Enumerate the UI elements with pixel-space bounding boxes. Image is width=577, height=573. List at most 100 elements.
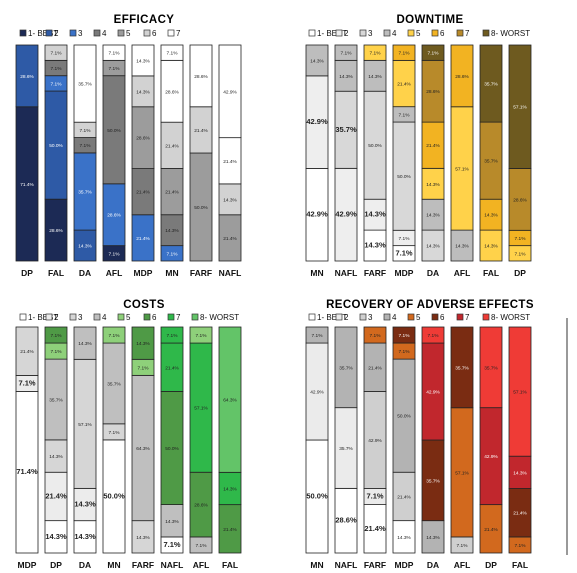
recovery-legend-label-2: 2 bbox=[344, 313, 349, 322]
costs-legend-label-3: 3 bbox=[78, 313, 83, 322]
recovery-category-label-farf: FARF bbox=[364, 560, 386, 570]
recovery-legend-swatch-6 bbox=[431, 313, 439, 321]
recovery-category-label-da: DA bbox=[427, 560, 439, 570]
downtime-data-label-dp-3: 28.6% bbox=[513, 197, 527, 203]
recovery-legend-label-6: 6 bbox=[440, 313, 445, 322]
costs-category-label-afl: AFL bbox=[193, 560, 210, 570]
efficacy-legend-label-3: 3 bbox=[78, 29, 83, 38]
costs-data-label-afl-2: 28.6% bbox=[194, 503, 208, 509]
efficacy-data-label-fal-2: 50.0% bbox=[49, 143, 63, 149]
efficacy-data-label-fal-3: 7.1% bbox=[51, 81, 63, 87]
costs-data-label-dp-5: 7.1% bbox=[51, 349, 63, 355]
efficacy-bar-mn-segment-6 bbox=[160, 44, 184, 61]
costs-data-label-nafl-3: 50.0% bbox=[165, 446, 179, 452]
recovery-category-label-fal: FAL bbox=[512, 560, 528, 570]
downtime-data-label-mdp-1: 7.1% bbox=[395, 248, 412, 257]
costs-data-label-fal-1: 21.4% bbox=[223, 527, 237, 533]
recovery-data-label-mn-1: 50.0% bbox=[306, 492, 328, 501]
costs-bar-dp-segment-6 bbox=[44, 326, 68, 344]
efficacy-data-label-afl-2: 28.6% bbox=[107, 213, 121, 219]
efficacy-bar-afl-segment-5 bbox=[102, 44, 126, 61]
recovery-data-label-nafl-2: 35.7% bbox=[339, 446, 353, 452]
recovery-data-label-dp-3: 35.7% bbox=[484, 365, 498, 371]
costs-legend-label-4: 4 bbox=[102, 313, 107, 322]
efficacy-data-label-nafl-4: 42.9% bbox=[223, 89, 237, 95]
efficacy-data-label-fal-1: 28.6% bbox=[49, 228, 63, 234]
costs-category-label-nafl: NAFL bbox=[161, 560, 184, 570]
efficacy-legend-swatch-7 bbox=[167, 29, 175, 37]
recovery-data-label-mdp-1: 14.3% bbox=[397, 535, 411, 541]
recovery-legend-label-8: 8- WORST bbox=[491, 313, 530, 322]
downtime-legend-label-4: 4 bbox=[392, 29, 397, 38]
efficacy-title: EFFICACY bbox=[114, 14, 175, 26]
downtime-data-label-farf-1: 14.3% bbox=[364, 241, 386, 250]
downtime-legend-swatch-5 bbox=[407, 29, 415, 37]
efficacy-data-label-mn-6: 7.1% bbox=[167, 51, 179, 57]
efficacy-legend-label-2: 2 bbox=[54, 29, 59, 38]
recovery-legend-swatch-2 bbox=[335, 313, 343, 321]
costs-legend-label-2: 2 bbox=[54, 313, 59, 322]
recovery-legend-label-3: 3 bbox=[368, 313, 373, 322]
downtime-data-label-afl-3: 28.6% bbox=[455, 74, 469, 80]
efficacy-data-label-afl-4: 7.1% bbox=[109, 66, 121, 72]
efficacy-data-label-afl-5: 7.1% bbox=[109, 51, 121, 57]
costs-data-label-nafl-2: 14.3% bbox=[165, 519, 179, 525]
downtime-data-label-nafl-1: 42.9% bbox=[335, 210, 357, 219]
costs-category-label-mn: MN bbox=[107, 560, 120, 570]
efficacy-category-label-mn: MN bbox=[165, 268, 178, 278]
recovery-legend-swatch-7 bbox=[456, 313, 464, 321]
recovery-data-label-farf-5: 7.1% bbox=[370, 333, 382, 339]
efficacy-data-label-fal-4: 7.1% bbox=[51, 66, 63, 72]
costs-data-label-mdp-2: 7.1% bbox=[18, 378, 35, 387]
costs-data-label-nafl-5: 7.1% bbox=[167, 333, 179, 339]
efficacy-category-label-dp: DP bbox=[21, 268, 33, 278]
recovery-legend-label-7: 7 bbox=[465, 313, 470, 322]
efficacy-data-label-dp-1: 71.4% bbox=[20, 182, 34, 188]
efficacy-data-label-dp-2: 28.6% bbox=[20, 74, 34, 80]
recovery-data-label-fal-3: 14.3% bbox=[513, 470, 527, 476]
costs-data-label-dp-1: 14.3% bbox=[45, 532, 67, 541]
downtime-legend-label-2: 2 bbox=[344, 29, 349, 38]
downtime-bar-mdp-segment-6 bbox=[392, 44, 416, 61]
recovery-data-label-mn-3: 7.1% bbox=[312, 333, 324, 339]
recovery-data-label-dp-1: 21.4% bbox=[484, 527, 498, 533]
downtime-data-label-mdp-3: 50.0% bbox=[397, 174, 411, 180]
downtime-category-label-fal: FAL bbox=[483, 268, 499, 278]
recovery-legend-label-1: 1- BEST bbox=[317, 313, 347, 322]
downtime-data-label-mdp-4: 7.1% bbox=[399, 112, 411, 118]
recovery-category-label-mdp: MDP bbox=[395, 560, 414, 570]
downtime-data-label-da-6: 7.1% bbox=[428, 51, 440, 57]
downtime-data-label-nafl-2: 35.7% bbox=[335, 125, 357, 134]
downtime-legend-label-1: 1- BEST bbox=[317, 29, 347, 38]
costs-legend-label-5: 5 bbox=[126, 313, 131, 322]
efficacy-data-label-farf-1: 50.0% bbox=[194, 205, 208, 211]
recovery-bar-nafl-segment-3 bbox=[334, 326, 358, 409]
downtime-category-label-mdp: MDP bbox=[395, 268, 414, 278]
downtime-data-label-farf-2: 14.3% bbox=[364, 210, 386, 219]
efficacy-data-label-farf-3: 28.6% bbox=[194, 74, 208, 80]
costs-bar-mn-segment-4 bbox=[102, 326, 126, 344]
recovery-data-label-fal-4: 57.1% bbox=[513, 390, 527, 396]
downtime-data-label-mn-3: 14.3% bbox=[310, 58, 324, 64]
downtime-legend-swatch-1 bbox=[308, 29, 316, 37]
recovery-bar-mn-segment-3 bbox=[305, 326, 329, 344]
efficacy-data-label-farf-2: 21.4% bbox=[194, 128, 208, 134]
recovery-data-label-nafl-3: 35.7% bbox=[339, 365, 353, 371]
downtime-data-label-mn-2: 42.9% bbox=[306, 117, 328, 126]
costs-bar-nafl-segment-5 bbox=[160, 326, 184, 344]
downtime-data-label-da-1: 14.3% bbox=[426, 244, 440, 250]
efficacy-category-label-da: DA bbox=[79, 268, 91, 278]
recovery-bar-da-segment-4 bbox=[421, 326, 445, 344]
costs-data-label-dp-6: 7.1% bbox=[51, 333, 63, 339]
costs-data-label-mn-1: 50.0% bbox=[103, 491, 125, 500]
efficacy-data-label-afl-1: 7.1% bbox=[109, 251, 121, 257]
downtime-data-label-fal-2: 14.3% bbox=[484, 213, 498, 219]
downtime-legend-swatch-7 bbox=[456, 29, 464, 37]
efficacy-data-label-da-4: 7.1% bbox=[80, 128, 92, 134]
costs-legend-swatch-4 bbox=[93, 313, 101, 321]
recovery-legend-swatch-3 bbox=[359, 313, 367, 321]
downtime-legend-swatch-4 bbox=[383, 29, 391, 37]
costs-data-label-afl-3: 57.1% bbox=[194, 406, 208, 412]
recovery-data-label-nafl-1: 28.6% bbox=[335, 516, 357, 525]
